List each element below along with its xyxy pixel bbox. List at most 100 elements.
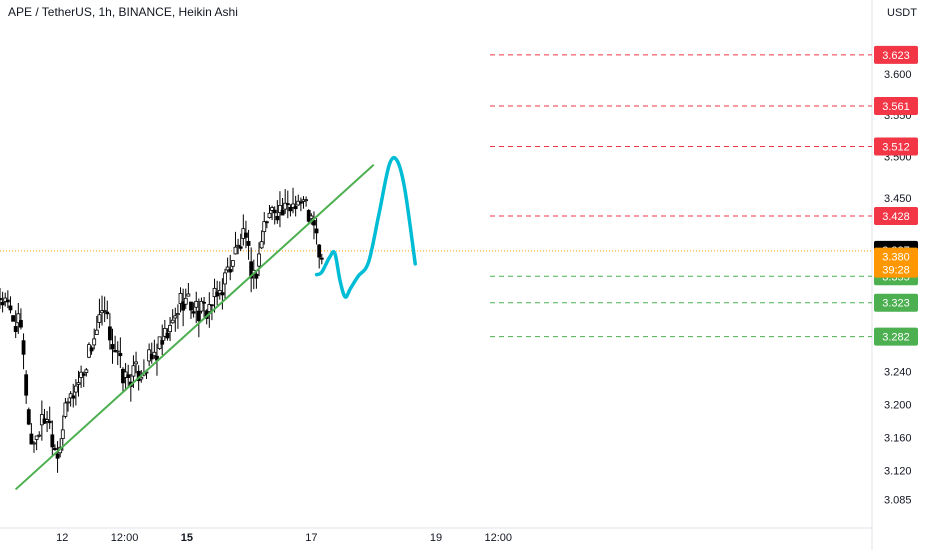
candle-body bbox=[152, 351, 157, 357]
candle-body bbox=[118, 352, 123, 357]
projection-layer bbox=[314, 155, 417, 299]
candle-body bbox=[19, 320, 23, 328]
candle-body bbox=[11, 315, 15, 322]
candle-body bbox=[0, 297, 2, 301]
candle-body bbox=[191, 311, 196, 314]
countdown-badge bbox=[874, 247, 918, 278]
candle-body bbox=[207, 304, 212, 312]
candle-body bbox=[228, 269, 233, 273]
trendline-layer bbox=[14, 163, 375, 491]
candle-body bbox=[314, 228, 319, 234]
candle-body bbox=[134, 361, 138, 365]
candle-body bbox=[32, 442, 36, 445]
candle-body bbox=[110, 344, 115, 350]
candle-body bbox=[183, 297, 188, 305]
candle-body bbox=[210, 304, 214, 307]
y-tick-label: 3.120 bbox=[884, 465, 912, 477]
axis-borders bbox=[0, 0, 873, 550]
candle-body bbox=[102, 310, 107, 312]
candle-body bbox=[262, 221, 267, 233]
candle-body bbox=[259, 241, 264, 249]
candle-body bbox=[317, 244, 322, 258]
candle-body bbox=[105, 311, 110, 315]
candle-body bbox=[249, 261, 254, 279]
candle-body bbox=[178, 293, 183, 304]
candle-body bbox=[84, 369, 89, 373]
candle-body bbox=[97, 314, 102, 323]
currency-label: USDT bbox=[887, 7, 917, 19]
candle-body bbox=[196, 310, 201, 322]
candle-body bbox=[186, 293, 191, 297]
level-badge-resistance bbox=[874, 97, 918, 116]
candle-body bbox=[8, 305, 13, 311]
y-tick-label: 3.240 bbox=[884, 366, 912, 378]
x-tick-label: 17 bbox=[305, 532, 317, 544]
candle-body bbox=[45, 419, 49, 422]
candle-body bbox=[278, 204, 282, 214]
candle-body bbox=[73, 385, 78, 393]
level-badge-support bbox=[874, 327, 918, 346]
chart-title: APE / TetherUS, 1h, BINANCE, Heikin Ashi bbox=[8, 5, 238, 19]
candle-body bbox=[29, 433, 34, 445]
candle-body bbox=[220, 292, 225, 296]
candle-body bbox=[66, 401, 70, 404]
candle-body bbox=[199, 300, 204, 312]
candle-body bbox=[312, 220, 316, 226]
candle-body bbox=[283, 202, 288, 210]
candle-body bbox=[149, 354, 154, 360]
y-axis-ticks: 3.0853.1203.1603.2003.2403.2823.3233.355… bbox=[884, 69, 912, 507]
level-badge-resistance-label: 3.512 bbox=[882, 142, 910, 154]
candle-body bbox=[47, 420, 52, 424]
candle-body bbox=[81, 373, 86, 376]
candle-body bbox=[16, 313, 21, 324]
price-levels bbox=[0, 54, 872, 338]
candle-body bbox=[238, 246, 243, 249]
x-tick-label: 12:00 bbox=[485, 532, 513, 544]
candle-body bbox=[53, 447, 57, 451]
candle-body bbox=[176, 313, 180, 316]
candle-body bbox=[131, 365, 136, 377]
x-tick-label: 12 bbox=[56, 532, 68, 544]
candle-body bbox=[13, 326, 18, 333]
candle-body bbox=[270, 207, 274, 211]
level-badge-resistance bbox=[874, 45, 918, 64]
projection-path bbox=[314, 155, 417, 299]
candle-body bbox=[170, 319, 175, 324]
candle-body bbox=[34, 435, 39, 440]
candle-body bbox=[71, 395, 76, 399]
candle-body bbox=[50, 434, 55, 448]
candle-body bbox=[5, 299, 10, 303]
candle-body bbox=[319, 257, 324, 260]
candle-body bbox=[233, 246, 238, 255]
level-badge-resistance-label: 3.561 bbox=[882, 101, 910, 113]
candle-body bbox=[264, 221, 269, 224]
y-tick-label: 3.160 bbox=[884, 432, 912, 444]
candle-body bbox=[115, 350, 120, 353]
candle-body bbox=[236, 244, 240, 247]
candle-body bbox=[244, 232, 248, 238]
candle-body bbox=[89, 347, 94, 352]
candle-body bbox=[26, 409, 31, 425]
x-tick-label: 15 bbox=[181, 532, 193, 544]
candles bbox=[0, 187, 324, 473]
candle-body bbox=[280, 209, 285, 216]
candle-body bbox=[223, 272, 227, 285]
candle-body bbox=[230, 260, 235, 267]
candle-body bbox=[254, 273, 259, 279]
x-axis-ticks: 12 12:00 15 17 19 12:00 bbox=[56, 532, 512, 544]
x-tick-label: 19 bbox=[430, 532, 442, 544]
candle-body bbox=[181, 301, 186, 311]
candle-body bbox=[160, 340, 165, 345]
candle-body bbox=[246, 241, 251, 246]
candle-body bbox=[24, 374, 29, 396]
level-badge-resistance bbox=[874, 137, 918, 156]
candle-body bbox=[37, 434, 42, 437]
candle-body bbox=[107, 326, 112, 341]
candle-body bbox=[288, 206, 293, 212]
candle-body bbox=[76, 382, 81, 385]
candle-body bbox=[92, 338, 97, 346]
y-tick-label: 3.200 bbox=[884, 399, 912, 411]
candle-body bbox=[162, 328, 167, 337]
